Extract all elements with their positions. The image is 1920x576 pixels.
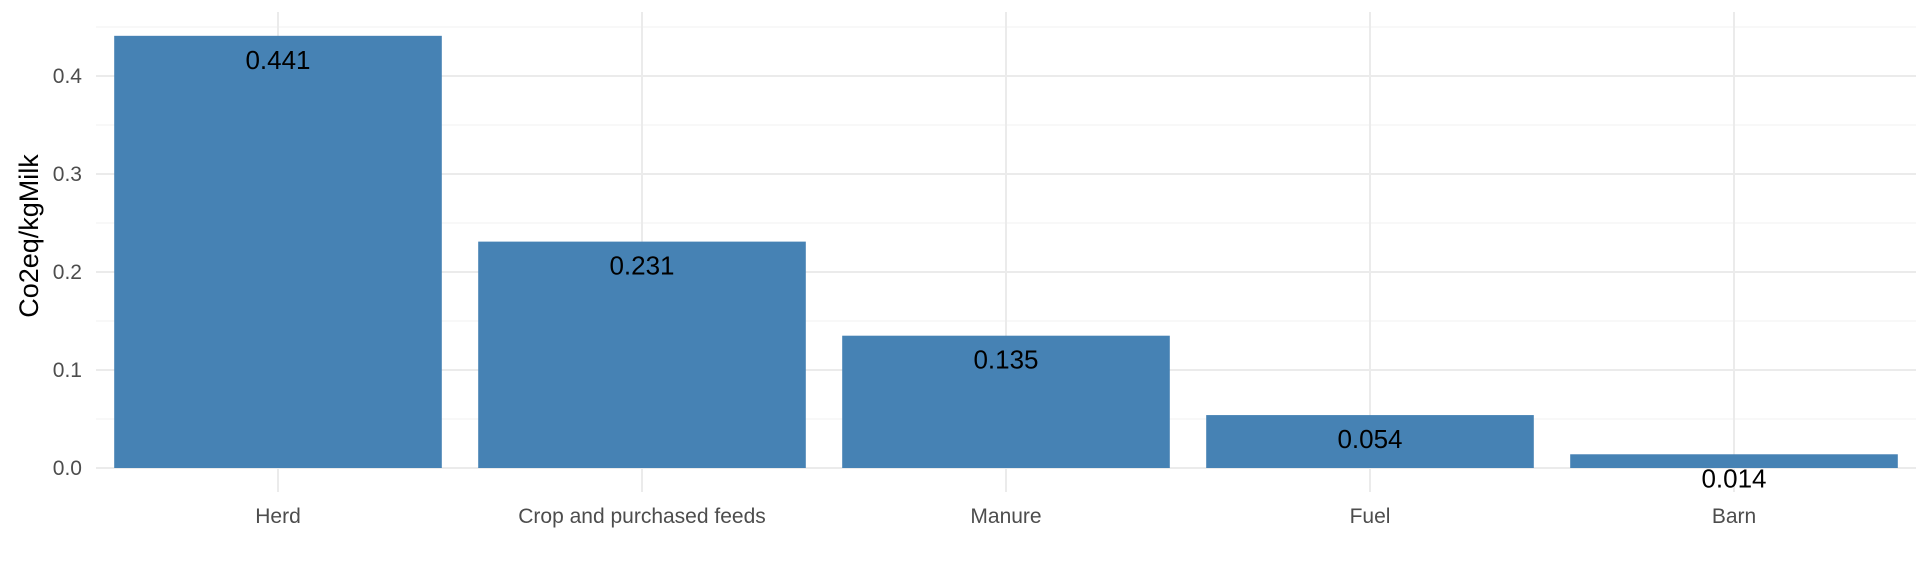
data-labels: 0.441 0.231 0.135 0.054 0.014 bbox=[245, 45, 1766, 493]
bar-value-label: 0.231 bbox=[609, 251, 674, 281]
x-tick-label: Crop and purchased feeds bbox=[518, 505, 766, 528]
bar-value-label: 0.014 bbox=[1701, 463, 1766, 493]
y-axis-title: Co2eq/kgMilk bbox=[14, 154, 44, 318]
bar-value-label: 0.135 bbox=[973, 345, 1038, 375]
bar bbox=[478, 241, 806, 468]
x-tick-label: Manure bbox=[970, 505, 1041, 528]
bar-value-label: 0.054 bbox=[1337, 424, 1402, 454]
y-tick-label: 0.0 bbox=[53, 457, 82, 480]
bar bbox=[1206, 415, 1534, 468]
y-tick-label: 0.1 bbox=[53, 359, 82, 382]
x-axis-ticks: Herd Crop and purchased feeds Manure Fuel Ba… bbox=[255, 505, 1756, 528]
y-axis-ticks: 0.0 0.1 0.2 0.3 0.4 bbox=[53, 65, 83, 480]
bar bbox=[114, 35, 442, 468]
y-tick-label: 0.2 bbox=[53, 261, 82, 284]
bar-value-label: 0.441 bbox=[245, 45, 310, 75]
bar bbox=[842, 335, 1170, 468]
y-tick-label: 0.4 bbox=[53, 65, 83, 88]
bar bbox=[1570, 454, 1898, 468]
y-tick-label: 0.3 bbox=[53, 163, 82, 186]
bars bbox=[114, 35, 1898, 468]
x-tick-label: Herd bbox=[255, 505, 301, 528]
x-tick-label: Barn bbox=[1712, 505, 1756, 528]
x-tick-label: Fuel bbox=[1350, 505, 1391, 528]
